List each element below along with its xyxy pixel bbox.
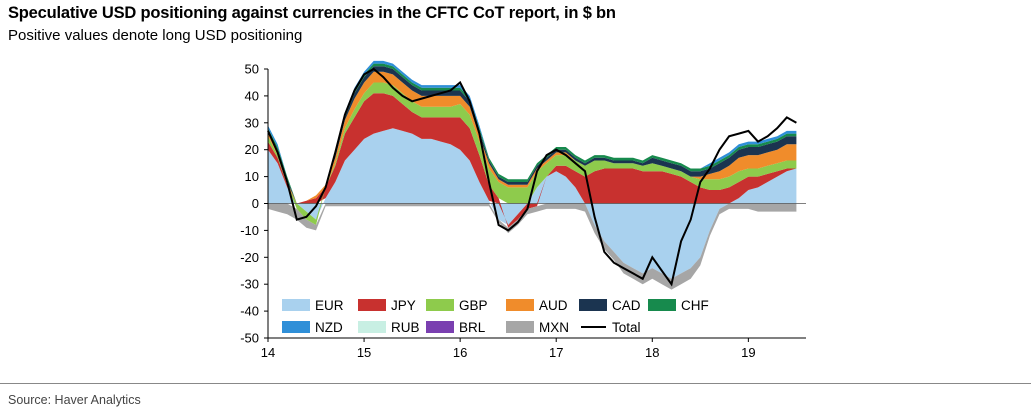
legend-swatch-brl	[426, 321, 454, 333]
total-line	[267, 67, 797, 287]
legend-label-mxn: MXN	[539, 320, 569, 335]
y-tick-label: -30	[240, 277, 259, 292]
legend-label-total: Total	[612, 320, 641, 335]
x-tick-label: 18	[645, 345, 659, 360]
legend-label-nzd: NZD	[315, 320, 343, 335]
legend: EUR JPY GBP AUD CAD CHF NZD RUB BRL MXN Total	[282, 298, 709, 335]
positioning-chart: -50 -40 -30 -20 -10 0 10 20 30 40 50 14 15 16 17 18 19 E…	[240, 60, 806, 360]
legend-label-cad: CAD	[612, 298, 641, 313]
legend-label-rub: RUB	[391, 320, 420, 335]
y-tick-label: 40	[245, 88, 259, 103]
legend-label-gbp: GBP	[459, 298, 488, 313]
x-tick-label: 15	[357, 345, 371, 360]
chart-subtitle: Positive values denote long USD position…	[8, 27, 303, 44]
legend-swatch-rub	[358, 321, 386, 333]
x-tick-label: 17	[549, 345, 563, 360]
legend-label-aud: AUD	[539, 298, 568, 313]
y-tick-label: 0	[252, 196, 259, 211]
legend-swatch-cad	[579, 299, 607, 311]
area-jpy	[268, 93, 797, 228]
x-tick-label: 19	[741, 345, 755, 360]
area-aud	[268, 71, 797, 204]
y-tick-label: 30	[245, 115, 259, 130]
series-total-line	[267, 67, 797, 287]
source-divider	[0, 383, 1031, 384]
chart-title: Speculative USD positioning against curr…	[8, 4, 616, 22]
legend-swatch-aud	[506, 299, 534, 311]
legend-label-chf: CHF	[681, 298, 709, 313]
legend-swatch-mxn	[506, 321, 534, 333]
x-tick-label: 16	[453, 345, 467, 360]
legend-label-brl: BRL	[459, 320, 486, 335]
legend-label-eur: EUR	[315, 298, 344, 313]
legend-swatch-nzd	[282, 321, 310, 333]
legend-swatch-jpy	[358, 299, 386, 311]
area-cad	[268, 66, 797, 204]
y-tick-label: -10	[240, 223, 259, 238]
y-tick-label: 50	[245, 62, 259, 77]
legend-swatch-eur	[282, 299, 310, 311]
x-tick-label: 14	[261, 345, 275, 360]
source-note: Source: Haver Analytics	[8, 393, 141, 407]
y-tick-label: 20	[245, 142, 259, 157]
axes: -50 -40 -30 -20 -10 0 10 20 30 40 50 14 15 16 17 18 19	[240, 62, 806, 360]
y-tick-label: -40	[240, 304, 259, 319]
legend-swatch-gbp	[426, 299, 454, 311]
area-mxn	[268, 203, 797, 290]
y-tick-label: 10	[245, 169, 259, 184]
stacked-areas	[268, 60, 797, 290]
legend-label-jpy: JPY	[391, 298, 416, 313]
legend-swatch-chf	[648, 299, 676, 311]
y-tick-label: -20	[240, 250, 259, 265]
y-tick-label: -50	[240, 331, 259, 346]
